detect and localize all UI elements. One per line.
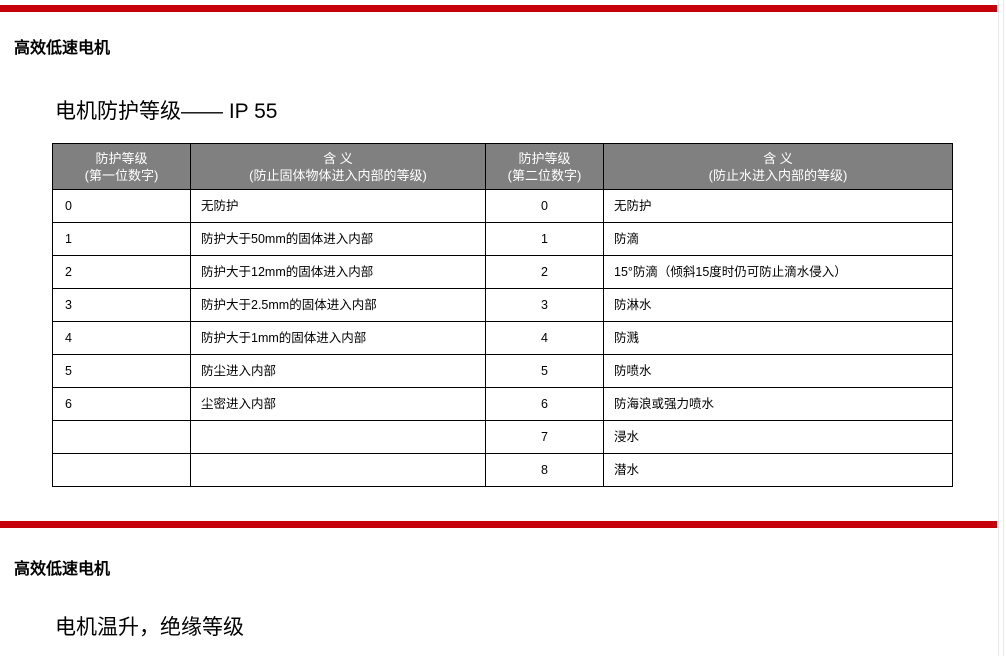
slide-1-heading: 电机防护等级—— IP 55 — [55, 100, 278, 123]
table-header-row: 防护等级 (第一位数字) 含 义 (防止固体物体进入内部的等级) 防护等级 (第… — [52, 143, 953, 190]
cell-second-digit: 0 — [485, 189, 604, 223]
cell-solid-meaning — [190, 420, 486, 454]
column-header-line1: 含 义 — [763, 150, 793, 166]
table-row: 0 无防护 0 无防护 — [52, 189, 953, 223]
table-row: 2 防护大于12mm的固体进入内部 2 15°防滴（倾斜15度时仍可防止滴水侵入… — [52, 255, 953, 289]
table-row: 1 防护大于50mm的固体进入内部 1 防滴 — [52, 222, 953, 256]
cell-second-digit: 5 — [485, 354, 604, 388]
cell-solid-meaning: 防护大于50mm的固体进入内部 — [190, 222, 486, 256]
column-header-line2: (防止水进入内部的等级) — [708, 167, 848, 183]
column-header-line2: (第二位数字) — [507, 167, 582, 183]
second-accent-bar — [0, 521, 997, 528]
top-accent-bar — [0, 5, 997, 12]
column-header-solid-meaning: 含 义 (防止固体物体进入内部的等级) — [190, 143, 486, 190]
table-row: 5 防尘进入内部 5 防喷水 — [52, 354, 953, 388]
column-header-first-digit: 防护等级 (第一位数字) — [52, 143, 191, 190]
cell-solid-meaning — [190, 453, 486, 487]
table-row: 4 防护大于1mm的固体进入内部 4 防溅 — [52, 321, 953, 355]
cell-first-digit — [52, 453, 191, 487]
cell-second-digit: 3 — [485, 288, 604, 322]
page-edge-line-left — [998, 0, 999, 656]
cell-water-meaning: 15°防滴（倾斜15度时仍可防止滴水侵入） — [603, 255, 953, 289]
cell-second-digit: 6 — [485, 387, 604, 421]
cell-second-digit: 4 — [485, 321, 604, 355]
cell-water-meaning: 浸水 — [603, 420, 953, 454]
cell-solid-meaning: 防尘进入内部 — [190, 354, 486, 388]
cell-water-meaning: 潜水 — [603, 453, 953, 487]
cell-water-meaning: 无防护 — [603, 189, 953, 223]
cell-solid-meaning: 尘密进入内部 — [190, 387, 486, 421]
column-header-water-meaning: 含 义 (防止水进入内部的等级) — [603, 143, 953, 190]
table-row: 3 防护大于2.5mm的固体进入内部 3 防淋水 — [52, 288, 953, 322]
cell-water-meaning: 防滴 — [603, 222, 953, 256]
column-header-line1: 防护等级 — [95, 150, 148, 166]
table-row: 8 潜水 — [52, 453, 953, 487]
page-edge-line-right — [1003, 0, 1004, 656]
column-header-line2: (第一位数字) — [84, 167, 159, 183]
slide-2-title: 高效低速电机 — [14, 561, 111, 578]
slide-1-title: 高效低速电机 — [14, 40, 111, 57]
cell-first-digit: 3 — [52, 288, 191, 322]
cell-first-digit: 1 — [52, 222, 191, 256]
cell-solid-meaning: 无防护 — [190, 189, 486, 223]
ip-rating-table: 防护等级 (第一位数字) 含 义 (防止固体物体进入内部的等级) 防护等级 (第… — [52, 143, 953, 487]
column-header-line1: 含 义 — [323, 150, 353, 166]
cell-water-meaning: 防淋水 — [603, 288, 953, 322]
cell-first-digit: 6 — [52, 387, 191, 421]
cell-solid-meaning: 防护大于12mm的固体进入内部 — [190, 255, 486, 289]
cell-first-digit — [52, 420, 191, 454]
cell-first-digit: 0 — [52, 189, 191, 223]
column-header-second-digit: 防护等级 (第二位数字) — [485, 143, 604, 190]
cell-first-digit: 5 — [52, 354, 191, 388]
cell-second-digit: 1 — [485, 222, 604, 256]
cell-second-digit: 2 — [485, 255, 604, 289]
cell-first-digit: 2 — [52, 255, 191, 289]
cell-water-meaning: 防海浪或强力喷水 — [603, 387, 953, 421]
cell-solid-meaning: 防护大于2.5mm的固体进入内部 — [190, 288, 486, 322]
table-row: 6 尘密进入内部 6 防海浪或强力喷水 — [52, 387, 953, 421]
slide-2-heading: 电机温升，绝缘等级 — [55, 616, 244, 639]
column-header-line2: (防止固体物体进入内部的等级) — [249, 167, 427, 183]
cell-second-digit: 7 — [485, 420, 604, 454]
column-header-line1: 防护等级 — [518, 150, 571, 166]
cell-second-digit: 8 — [485, 453, 604, 487]
cell-first-digit: 4 — [52, 321, 191, 355]
table-row: 7 浸水 — [52, 420, 953, 454]
cell-water-meaning: 防喷水 — [603, 354, 953, 388]
cell-solid-meaning: 防护大于1mm的固体进入内部 — [190, 321, 486, 355]
cell-water-meaning: 防溅 — [603, 321, 953, 355]
